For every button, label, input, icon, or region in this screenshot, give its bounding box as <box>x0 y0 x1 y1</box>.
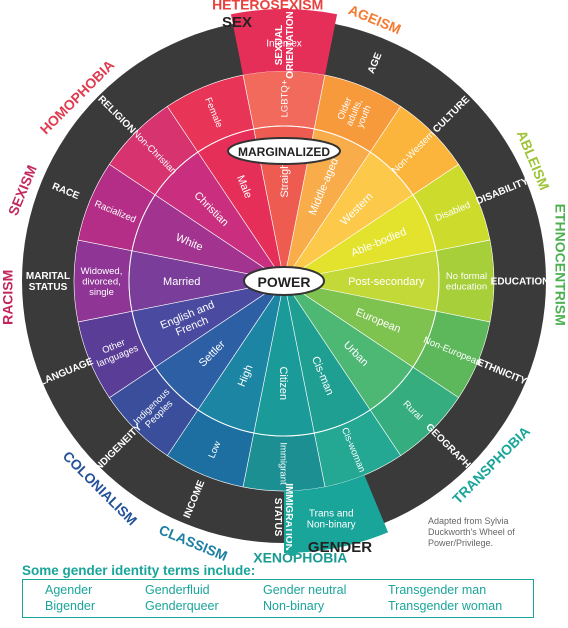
privileged-label: Post-secondary <box>348 276 425 288</box>
term-item: Non-binary <box>263 599 325 613</box>
sex-gender-spikes: Intersex Trans and Non-binary <box>230 9 389 553</box>
term-item: Bigender <box>45 599 96 613</box>
terms-title: Some gender identity terms include: <box>22 563 256 578</box>
marginalized-label: No formal education <box>446 271 487 292</box>
gender-outer-label: Trans and Non-binary <box>307 508 356 530</box>
gender-pointer-dot <box>288 546 298 556</box>
category-label: IMMIGRATIONSTATUS <box>272 483 294 551</box>
term-item: Genderfluid <box>145 583 210 597</box>
ring-divider <box>128 125 440 437</box>
marginalized-label: MARGINALIZED <box>238 145 330 159</box>
terms-box: Agender Bigender Genderfluid Genderqueer… <box>22 579 534 618</box>
term-item: Genderqueer <box>145 599 219 613</box>
category-label: MARITAL STATUS <box>26 271 70 293</box>
oppression-label: RACISM <box>0 270 15 325</box>
category-label: EDUCATION <box>491 277 550 288</box>
marginalized-label: Widowed, divorced, single <box>81 266 123 298</box>
privileged-label: Married <box>163 276 200 288</box>
term-item: Transgender man <box>388 583 487 597</box>
term-item: Gender neutral <box>263 583 347 597</box>
marginalized-label: LGBTQ+ <box>279 79 290 117</box>
term-item: Agender <box>45 583 93 597</box>
privileged-label: Citizen <box>277 366 289 400</box>
gender-spike <box>284 475 389 553</box>
marginalized-label: Immigrant <box>278 442 289 485</box>
oppression-label: ETHNOCENTRISM <box>553 204 568 326</box>
marginalized-badge <box>227 137 341 165</box>
power-label: POWER <box>258 274 311 290</box>
center-group: MARGINALIZED POWER <box>227 137 341 296</box>
sex-outer-label: Intersex <box>266 39 302 50</box>
privileged-label: Straight <box>279 160 291 198</box>
power-badge <box>243 266 325 296</box>
credit-text: Adapted from Sylvia Duckworth's Wheel of… <box>428 516 515 548</box>
sex-heading: SEX <box>222 14 252 31</box>
gender-heading: GENDER <box>308 539 372 556</box>
wheel-sectors <box>73 70 495 492</box>
oppression-label: XENOPHOBIA <box>253 550 347 566</box>
term-item: Transgender woman <box>388 599 503 613</box>
sex-spike <box>230 9 338 76</box>
category-label: SEXUALORIENTATION <box>274 11 296 78</box>
